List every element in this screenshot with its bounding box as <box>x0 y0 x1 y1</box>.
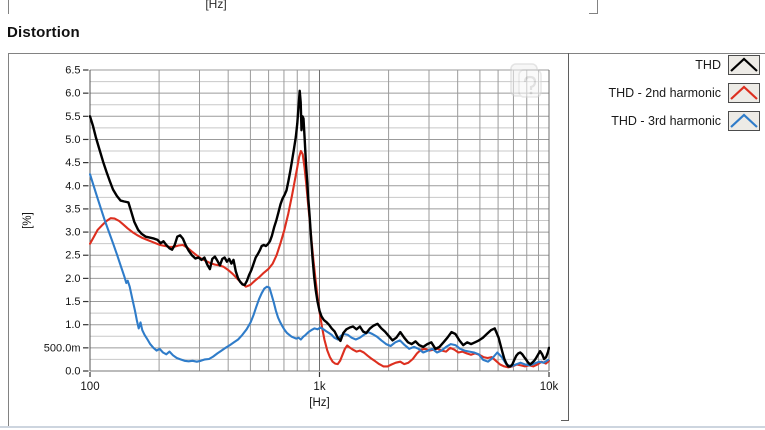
page-title: Distortion <box>7 24 80 41</box>
top-chart-xaxis-label: [Hz] <box>205 0 227 11</box>
top-chart-left-border <box>8 0 9 14</box>
graph-watermark-icon <box>510 63 542 98</box>
bottom-divider <box>0 426 765 428</box>
y-tick-label: 5.0 <box>65 134 80 146</box>
y-tick-label: 4.0 <box>65 180 80 192</box>
y-axis-label: [%] <box>22 212 34 229</box>
top-chart-corner-bracket <box>589 13 598 14</box>
series-lines <box>89 89 550 369</box>
x-tick-label: 100 <box>80 381 99 393</box>
y-tick-label: 2.0 <box>65 273 80 285</box>
legend-swatch[interactable] <box>728 83 760 103</box>
plot-legend: THD THD - 2nd harmonic THD - 3rd harmonic <box>570 55 763 131</box>
legend-swatch[interactable] <box>728 111 760 131</box>
y-tick-label: 6.0 <box>65 88 80 100</box>
series-line-thd-2nd-harmonic <box>89 149 550 369</box>
legend-item-thd: THD <box>695 55 760 75</box>
y-tick-label: 5.5 <box>65 111 80 123</box>
legend-label: THD - 3rd harmonic <box>611 114 721 128</box>
legend-swatch[interactable] <box>728 55 760 75</box>
legend-item-thd-3rd-harmonic: THD - 3rd harmonic <box>611 111 760 131</box>
panel-left-border <box>8 53 9 426</box>
y-tick-label: 1.0 <box>65 319 80 331</box>
y-tick-label: 500.0m <box>44 342 81 354</box>
y-tick-label: 1.5 <box>65 296 80 308</box>
y-tick-label: 6.5 <box>65 65 80 77</box>
grid-major <box>89 69 550 372</box>
axis-ticks: 0.0 500.0m 1.0 1.5 2.0 2.5 3.0 3.5 4.0 4.5 5.0 5.5 6… <box>44 65 559 394</box>
legend-label: THD - 2nd harmonic <box>608 86 721 100</box>
series-line-thd-3rd-harmonic <box>89 173 550 368</box>
y-tick-label: 3.5 <box>65 203 80 215</box>
y-tick-label: 0.0 <box>65 366 80 378</box>
x-tick-label: 1k <box>313 381 325 393</box>
grid-minor <box>90 70 549 371</box>
y-tick-label: 4.5 <box>65 157 80 169</box>
y-tick-label: 2.5 <box>65 250 80 262</box>
graph-frame-corner-tick <box>561 420 569 421</box>
legend-item-thd-2nd-harmonic: THD - 2nd harmonic <box>608 83 760 103</box>
y-tick-label: 3.0 <box>65 227 80 239</box>
graph-frame-right-border <box>568 53 569 421</box>
x-axis-label: [Hz] <box>309 397 329 409</box>
legend-label: THD <box>695 58 721 72</box>
x-tick-label: 10k <box>540 381 559 393</box>
top-chart-right-border <box>597 0 598 14</box>
panel-top-border <box>8 53 765 54</box>
series-line-thd <box>89 89 550 368</box>
